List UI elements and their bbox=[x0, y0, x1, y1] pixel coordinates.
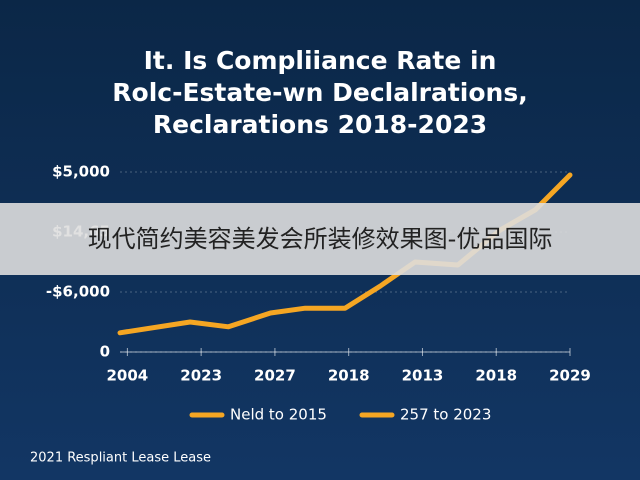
y-tick-label: -$6,000 bbox=[46, 283, 110, 301]
chart-title: Rolc-Estate-wn Declalrations, bbox=[112, 78, 527, 107]
legend-label: 257 to 2023 bbox=[400, 406, 491, 424]
banner bbox=[0, 203, 640, 275]
x-tick-label: 2004 bbox=[107, 367, 149, 385]
y-tick-label: 0 bbox=[100, 343, 110, 361]
x-tick-label: 2018 bbox=[475, 367, 517, 385]
banner-text: 现代简约美容美发会所装修效果图-优品国际 bbox=[88, 225, 553, 253]
y-tick-label: $5,000 bbox=[52, 163, 110, 181]
footer: 2021 Respliant Lease Lease bbox=[30, 451, 211, 466]
chart-title: It. Is Compliiance Rate in bbox=[144, 46, 497, 75]
plot: It. Is Compliiance Rate in Rolc-Estate-wn… bbox=[46, 46, 591, 424]
x-tick-label: 2029 bbox=[549, 367, 591, 385]
chart-title: Reclarations 2018-2023 bbox=[153, 110, 487, 139]
x-tick-label: 2018 bbox=[328, 367, 370, 385]
legend-label: Neld to 2015 bbox=[230, 406, 327, 424]
x-tick-label: 2023 bbox=[180, 367, 222, 385]
x-tick-label: 2013 bbox=[402, 367, 444, 385]
x-tick-label: 2027 bbox=[254, 367, 296, 385]
